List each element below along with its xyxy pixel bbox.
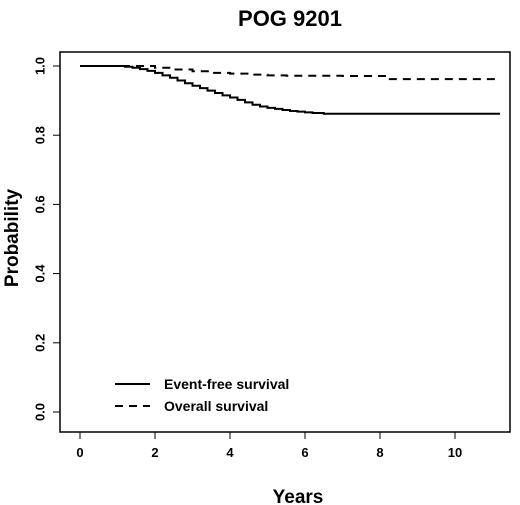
x-tick-label: 4 (226, 445, 234, 460)
x-tick-label: 8 (376, 445, 383, 460)
y-tick-label: 1.0 (33, 57, 48, 75)
series-line-overall-survival (80, 65, 500, 81)
series-layer (80, 65, 500, 115)
x-axis: 0 2 4 6 8 10 (76, 431, 462, 460)
legend-label: Event-free survival (164, 376, 289, 392)
y-tick-label: 0.6 (33, 195, 48, 213)
x-tick-label: 2 (151, 445, 158, 460)
x-axis-label: Years (273, 487, 324, 505)
y-tick-label: 0.8 (33, 126, 48, 144)
x-tick-label: 0 (76, 445, 83, 460)
legend: Event-free survival Overall survival (115, 376, 289, 414)
y-axis-label: Probability (2, 188, 23, 287)
y-axis: 0.0 0.2 0.4 0.6 0.8 1.0 (33, 57, 61, 421)
y-tick-label: 0.2 (33, 334, 48, 352)
chart-title: POG 9201 (238, 6, 342, 31)
x-tick-label: 10 (448, 445, 462, 460)
series-line-event-free-survival (80, 65, 500, 115)
y-tick-label: 0.4 (33, 264, 48, 283)
x-tick-label: 6 (301, 445, 308, 460)
y-tick-label: 0.0 (33, 403, 48, 421)
legend-label: Overall survival (164, 398, 268, 414)
